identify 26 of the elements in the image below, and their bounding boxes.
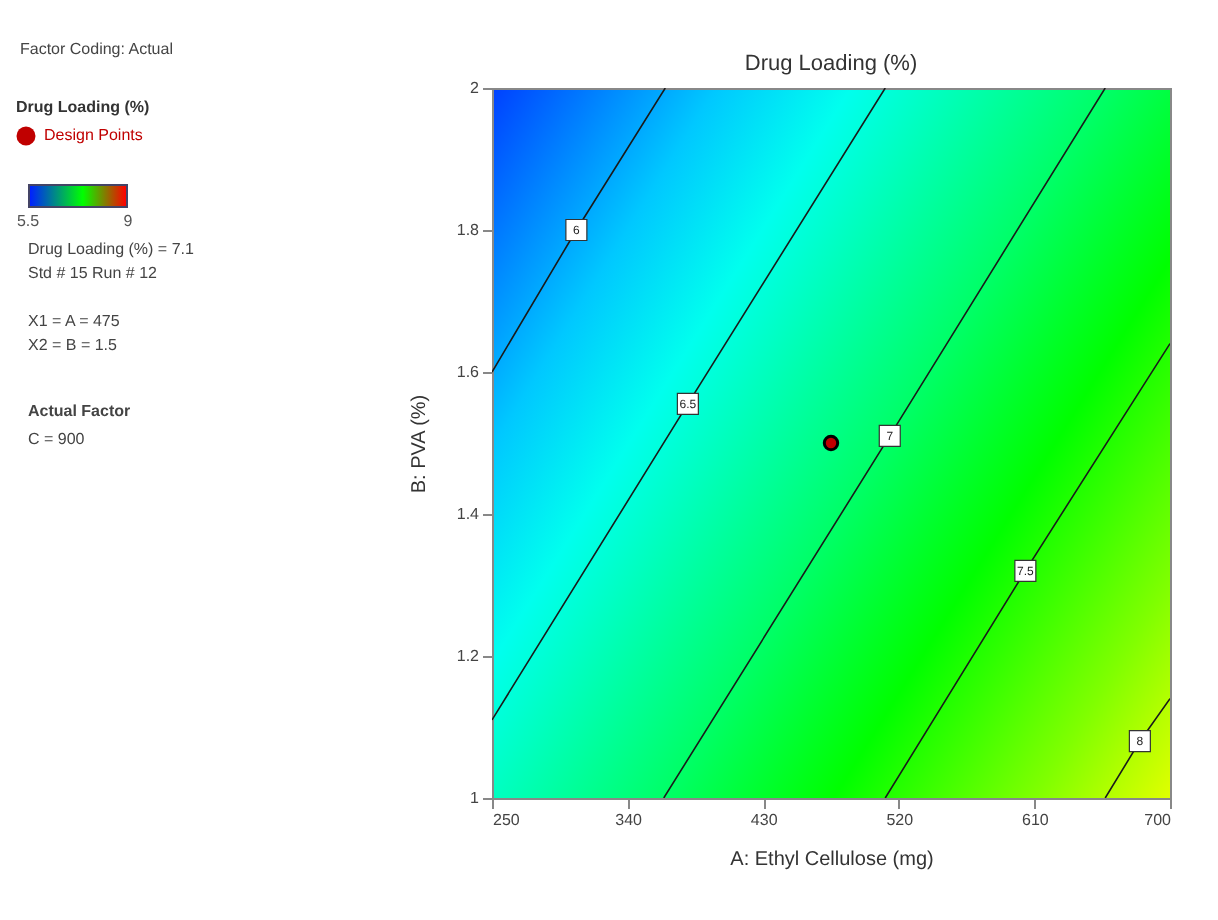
text: Drug Loading (%) = 7.1 — [28, 240, 194, 258]
text: Std # 15 Run # 12 — [28, 264, 157, 282]
text: Actual Factor — [28, 402, 131, 420]
chart-title: Drug Loading (%) — [744, 52, 918, 76]
x-tick-label: 700 — [1144, 811, 1173, 829]
y-axis-title: B: PVA (%) — [408, 394, 431, 494]
y-tick-label: 1.2 — [456, 647, 481, 665]
x-axis-title: A: Ethyl Cellulose (mg) — [730, 849, 934, 871]
color-bar-label: 9 — [123, 212, 133, 230]
x-tick-label: 520 — [886, 811, 915, 829]
x-tick-label: 610 — [1022, 811, 1050, 829]
legend-title: Drug Loading (%) — [16, 98, 150, 116]
text: C = 900 — [28, 430, 85, 448]
y-tick-label: 1.8 — [456, 221, 481, 239]
y-tick-label: 1.6 — [456, 363, 481, 381]
color-bar-label: 5.5 — [16, 212, 40, 230]
y-tick-label: 2 — [470, 79, 481, 97]
y-tick-label: 1.4 — [456, 505, 481, 523]
x-tick-label: 340 — [615, 811, 644, 829]
x-tick-label: 250 — [493, 811, 521, 829]
text: Factor Coding: Actual — [20, 40, 173, 58]
text: X1 = A = 475 — [28, 312, 120, 330]
text: X2 = B = 1.5 — [28, 336, 117, 354]
y-tick-label: 1 — [470, 789, 481, 807]
x-tick-label: 430 — [750, 811, 779, 829]
legend-label: Design Points — [44, 126, 143, 144]
